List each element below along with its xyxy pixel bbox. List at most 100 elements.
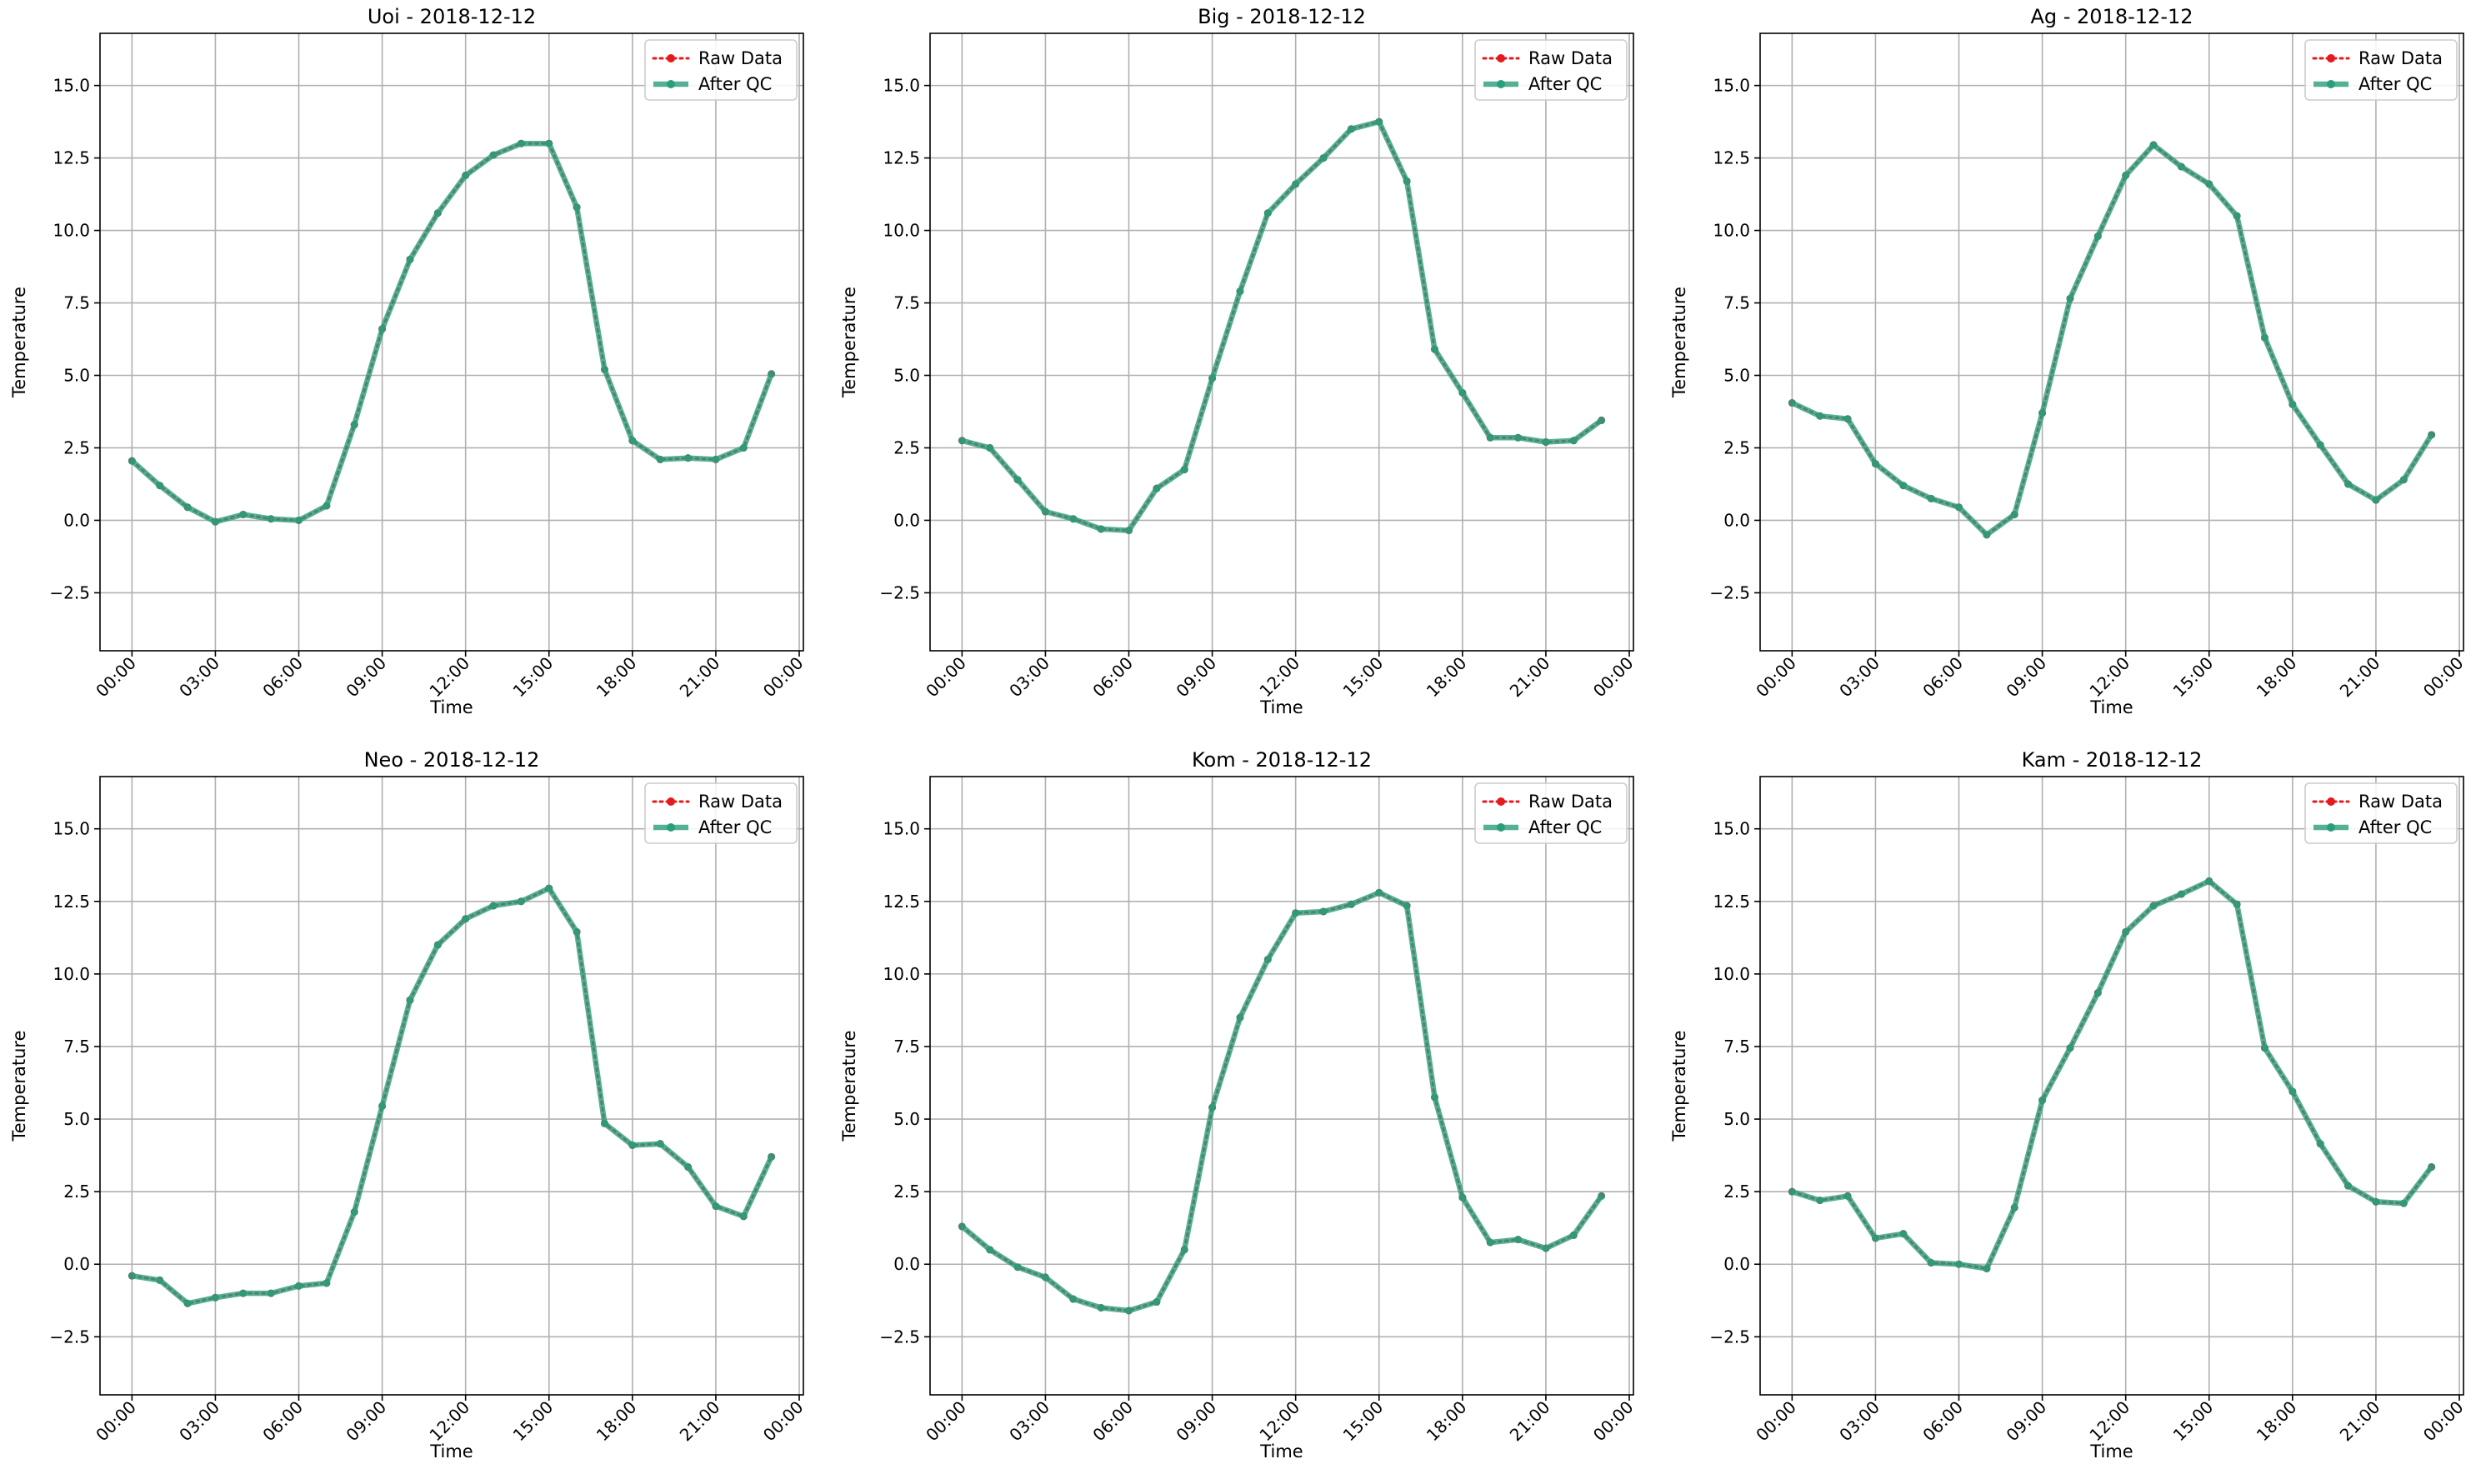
after-qc-point [1263, 955, 1272, 963]
after-qc-point [2233, 212, 2241, 220]
after-qc-point [378, 325, 387, 333]
after-qc-point [1871, 1234, 1879, 1242]
after-qc-point [739, 1212, 748, 1221]
y-tick-label: −2.5 [879, 582, 920, 602]
after-qc-line [131, 885, 774, 1307]
chart-panel: −2.5 0.0 2.5 5.0 7.5 10.0 12.5 15.0 00:00 03:00 06… [9, 748, 808, 1462]
after-qc-point [1458, 388, 1467, 397]
after-qc-point [1153, 484, 1161, 492]
after-qc-point [545, 139, 553, 147]
after-qc-point [1983, 1264, 1991, 1272]
y-tick-label: 7.5 [63, 293, 90, 313]
after-qc-point [2288, 1087, 2297, 1096]
x-tick-label: 18:00 [1423, 1397, 1471, 1446]
x-tick-label: 09:00 [342, 1397, 390, 1446]
after-qc-point [2066, 294, 2074, 302]
x-tick-label: 00:00 [922, 653, 970, 702]
after-qc-point [1375, 888, 1383, 897]
legend-raw-data-label: Raw Data [1528, 48, 1613, 68]
after-qc-point [1788, 399, 1796, 407]
axes-frame [99, 776, 804, 1396]
x-tick-label: 21:00 [2336, 1397, 2384, 1446]
after-qc-point [350, 1208, 358, 1217]
after-qc-point [2177, 890, 2185, 898]
after-qc-point [2288, 400, 2297, 408]
after-qc-point [2010, 510, 2018, 518]
after-qc-point [628, 1141, 637, 1149]
x-tick-label: 15:00 [509, 1397, 558, 1446]
raw-data-line [960, 120, 1603, 532]
after-qc-point [545, 884, 553, 892]
legend-after-qc-marker [667, 80, 675, 88]
after-qc-point [2372, 496, 2380, 504]
y-tick-label: 5.0 [893, 366, 920, 386]
after-qc-point [1263, 209, 1272, 217]
after-qc-point [267, 515, 275, 523]
y-tick-label: 0.0 [63, 1254, 90, 1274]
after-qc-point [1816, 1197, 1824, 1205]
legend-raw-data-marker [667, 54, 675, 62]
after-qc-point [1097, 525, 1105, 533]
y-axis-label: Temperature [839, 1030, 859, 1142]
legend-after-qc-label: After QC [1528, 74, 1602, 94]
after-qc-line [960, 890, 1604, 1314]
after-qc-point [573, 927, 581, 936]
x-tick-label: 09:00 [2002, 1397, 2050, 1446]
y-tick-label: 10.0 [883, 964, 920, 984]
y-axis-label: Temperature [839, 287, 859, 398]
x-tick-label: 06:00 [1088, 653, 1137, 702]
y-tick-label: 15.0 [883, 819, 920, 839]
y-tick-label: −2.5 [49, 1327, 90, 1347]
y-tick-label: 5.0 [1723, 366, 1750, 386]
after-qc-point [2428, 1163, 2436, 1172]
x-tick-label: 00:00 [1752, 1397, 1800, 1446]
after-qc-point [128, 457, 136, 465]
after-qc-point [1983, 531, 1991, 539]
after-qc-point [462, 915, 470, 923]
after-qc-point [1125, 1307, 1133, 1315]
x-tick-label: 00:00 [759, 653, 808, 702]
after-qc-point [2344, 1182, 2353, 1190]
x-tick-label: 12:00 [1255, 653, 1303, 702]
after-qc-point [517, 897, 525, 906]
after-qc-point [600, 366, 608, 374]
y-tick-label: 12.5 [883, 148, 920, 168]
x-axis-label: Time [1259, 1442, 1303, 1462]
y-tick-label: 5.0 [63, 1109, 90, 1129]
x-tick-label: 15:00 [2169, 1397, 2218, 1446]
y-tick-label: 2.5 [893, 1182, 920, 1202]
after-qc-point [1542, 438, 1550, 447]
y-axis-label: Temperature [1669, 287, 1689, 398]
legend-raw-data-label: Raw Data [2358, 48, 2443, 68]
after-qc-point [406, 255, 414, 263]
x-tick-label: 18:00 [593, 653, 641, 702]
x-tick-label: 03:00 [1835, 653, 1883, 702]
after-qc-point [684, 1163, 693, 1172]
after-qc-point [1816, 412, 1824, 420]
y-tick-label: 0.0 [1723, 1254, 1750, 1274]
y-tick-label: −2.5 [1709, 582, 1750, 602]
after-qc-point [156, 482, 164, 490]
after-qc-point [958, 437, 966, 445]
after-qc-point [1514, 433, 1523, 442]
after-qc-point [2344, 480, 2353, 488]
after-qc-point [2399, 1199, 2408, 1207]
after-qc-point [739, 443, 748, 452]
x-tick-label: 00:00 [2419, 1397, 2468, 1446]
after-qc-point [2093, 232, 2102, 241]
y-tick-label: −2.5 [49, 582, 90, 602]
after-qc-point [986, 443, 994, 452]
after-qc-point [1069, 515, 1078, 523]
after-qc-line [1791, 878, 2434, 1272]
after-qc-point [1569, 437, 1578, 445]
x-tick-label: 03:00 [175, 653, 223, 702]
x-tick-label: 21:00 [1506, 653, 1554, 702]
y-tick-label: 7.5 [893, 1037, 920, 1057]
legend: Raw Data After QC [1474, 39, 1628, 101]
legend-raw-data-marker [2327, 797, 2335, 806]
y-tick-label: 5.0 [893, 1109, 920, 1129]
y-tick-label: 7.5 [1723, 293, 1750, 313]
after-qc-point [573, 203, 581, 212]
x-tick-label: 15:00 [1339, 1397, 1388, 1446]
